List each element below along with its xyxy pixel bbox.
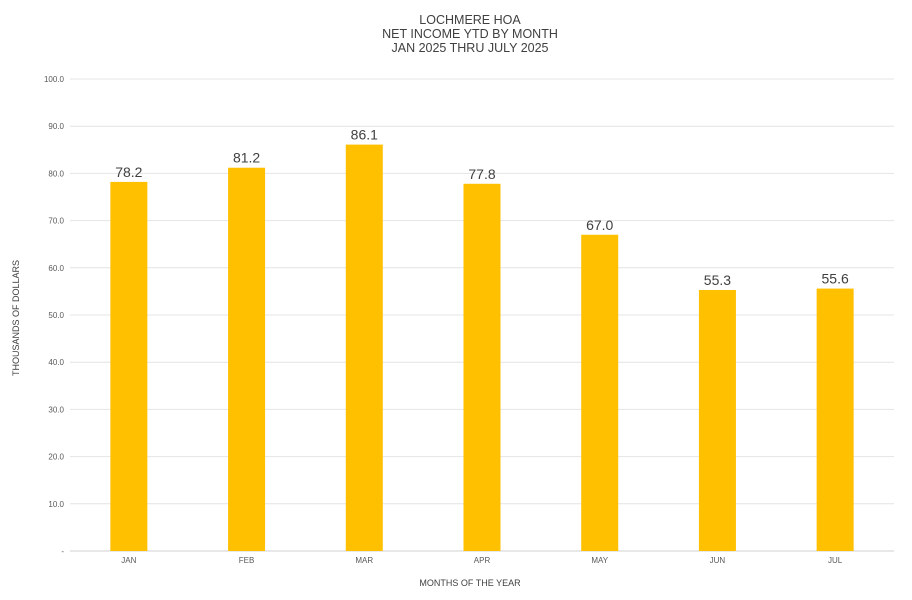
chart-title-line-1: LOCHMERE HOA <box>419 13 521 27</box>
y-tick-label: 30.0 <box>48 405 64 414</box>
x-tick-label: JUL <box>828 556 843 565</box>
y-tick-label: - <box>61 547 64 556</box>
chart-title-line-2: NET INCOME YTD BY MONTH <box>382 27 558 41</box>
y-tick-label: 10.0 <box>48 500 64 509</box>
data-label: 86.1 <box>351 127 378 143</box>
bar <box>228 167 266 551</box>
y-tick-label: 70.0 <box>48 217 64 226</box>
x-axis-ticks: JAN FEB MAR APR MAY JUN JUL <box>121 556 843 565</box>
y-tick-label: 40.0 <box>48 358 64 367</box>
data-label: 77.8 <box>468 166 495 182</box>
x-axis-title: MONTHS OF THE YEAR <box>419 578 521 588</box>
x-tick-label: JUN <box>710 556 726 565</box>
data-label: 81.2 <box>233 150 260 166</box>
bar <box>463 183 501 551</box>
chart-title: LOCHMERE HOA NET INCOME YTD BY MONTH JAN… <box>0 13 912 55</box>
x-tick-label: MAR <box>355 556 373 565</box>
data-label: 55.3 <box>704 272 731 288</box>
x-tick-label: APR <box>474 556 491 565</box>
x-tick-label: MAY <box>591 556 608 565</box>
bar <box>581 234 619 551</box>
x-tick-label: JAN <box>121 556 136 565</box>
x-tick-label: FEB <box>239 556 255 565</box>
bar <box>816 288 854 551</box>
data-label: 78.2 <box>115 164 142 180</box>
bars <box>110 144 854 551</box>
chart-title-line-3: JAN 2025 THRU JULY 2025 <box>391 41 549 55</box>
data-label: 55.6 <box>822 271 849 287</box>
data-label: 67.0 <box>586 217 613 233</box>
y-tick-label: 90.0 <box>48 122 64 131</box>
y-tick-label: 50.0 <box>48 311 64 320</box>
y-tick-label: 60.0 <box>48 264 64 273</box>
bar <box>698 289 736 551</box>
bar <box>345 144 383 551</box>
data-labels: 78.2 81.2 86.1 77.8 67.0 55.3 55.6 <box>115 127 849 288</box>
y-tick-label: 80.0 <box>48 169 64 178</box>
bar <box>110 181 148 551</box>
y-tick-label: 100.0 <box>44 75 65 84</box>
y-axis-ticks: - 10.0 20.0 30.0 40.0 50.0 60.0 70.0 80.0 90.0 100… <box>44 75 65 556</box>
y-tick-label: 20.0 <box>48 453 64 462</box>
y-axis-title: THOUSANDS OF DOLLARS <box>11 259 21 377</box>
